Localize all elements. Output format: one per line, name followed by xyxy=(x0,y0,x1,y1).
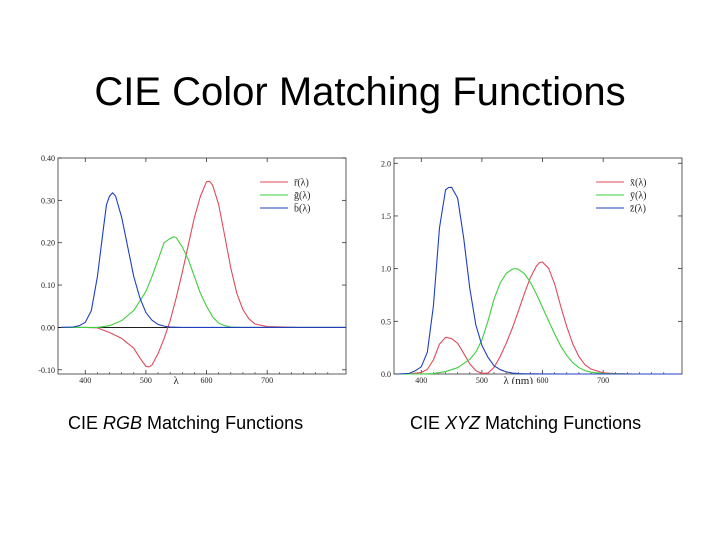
x-tick-label: 700 xyxy=(597,376,609,384)
x-tick-label: 400 xyxy=(415,376,427,384)
series-line-r xyxy=(61,180,346,368)
caption-italic: XYZ xyxy=(445,413,481,433)
caption-prefix: CIE xyxy=(410,413,446,433)
xyz-chart-caption: CIE XYZ Matching Functions xyxy=(410,413,641,434)
series-line-b xyxy=(61,192,346,328)
xyz-matching-chart: 0.0 0.5 1.0 1.5 2.0 400 500 600 700 λ (nm) x̄(λ) ȳ(… xyxy=(381,157,683,384)
caption-prefix: CIE xyxy=(68,413,104,433)
legend-label-g: ḡ(λ) xyxy=(294,191,311,202)
caption-suffix: Matching Functions xyxy=(480,413,642,433)
series-line-z xyxy=(397,186,682,375)
rgb-matching-chart: -0.10 0.00 0.10 0.20 0.30 0.40 400 500 600 700 λ r̄… xyxy=(38,154,347,384)
series-line-x xyxy=(397,261,682,375)
x-tick-label: 700 xyxy=(261,376,273,384)
x-axis-label: λ xyxy=(174,375,180,384)
y-tick-label: 1.5 xyxy=(381,212,391,221)
caption-italic: RGB xyxy=(103,413,143,433)
legend-label-b: b̄(λ) xyxy=(294,202,311,214)
caption-suffix: Matching Functions xyxy=(142,413,304,433)
y-tick-label: 0.0 xyxy=(381,370,391,379)
y-tick-label: 0.30 xyxy=(41,196,55,205)
series-line-y xyxy=(397,268,682,375)
y-tick-label: -0.10 xyxy=(38,366,55,375)
y-tick-label: 0.10 xyxy=(41,281,55,290)
slide-title: CIE Color Matching Functions xyxy=(94,70,626,114)
y-tick-label: 0.5 xyxy=(381,317,391,326)
legend-label-z: z̄(λ) xyxy=(630,204,646,215)
y-tick-label: 0.40 xyxy=(41,154,55,163)
plot-frame xyxy=(57,157,347,375)
y-tick-label: 2.0 xyxy=(381,159,391,168)
legend-label-y: ȳ(λ) xyxy=(630,191,647,202)
y-tick-label: 1.0 xyxy=(381,265,391,274)
x-tick-label: 600 xyxy=(537,376,549,384)
x-tick-label: 600 xyxy=(201,376,213,384)
x-tick-label: 500 xyxy=(140,376,152,384)
series-line-g xyxy=(61,236,346,328)
y-tick-label: 0.00 xyxy=(41,323,55,332)
y-tick-label: 0.20 xyxy=(41,239,55,248)
x-axis-label: λ (nm) xyxy=(504,375,534,384)
rgb-chart-caption: CIE RGB Matching Functions xyxy=(68,413,303,434)
x-tick-label: 500 xyxy=(476,376,488,384)
legend-label-x: x̄(λ) xyxy=(630,178,647,189)
x-tick-label: 400 xyxy=(79,376,91,384)
legend-label-r: r̄(λ) xyxy=(294,178,309,189)
